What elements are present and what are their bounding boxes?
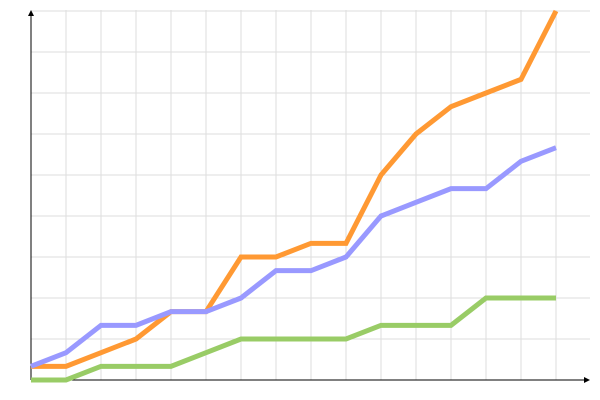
series-line-3	[31, 295, 556, 383]
grid	[31, 10, 590, 380]
series-line-2	[30, 145, 557, 369]
series-lines	[30, 9, 559, 383]
series-line-1	[31, 9, 559, 369]
axes	[28, 10, 590, 383]
x-axis-arrow	[584, 377, 590, 383]
y-axis-arrow	[28, 10, 34, 16]
